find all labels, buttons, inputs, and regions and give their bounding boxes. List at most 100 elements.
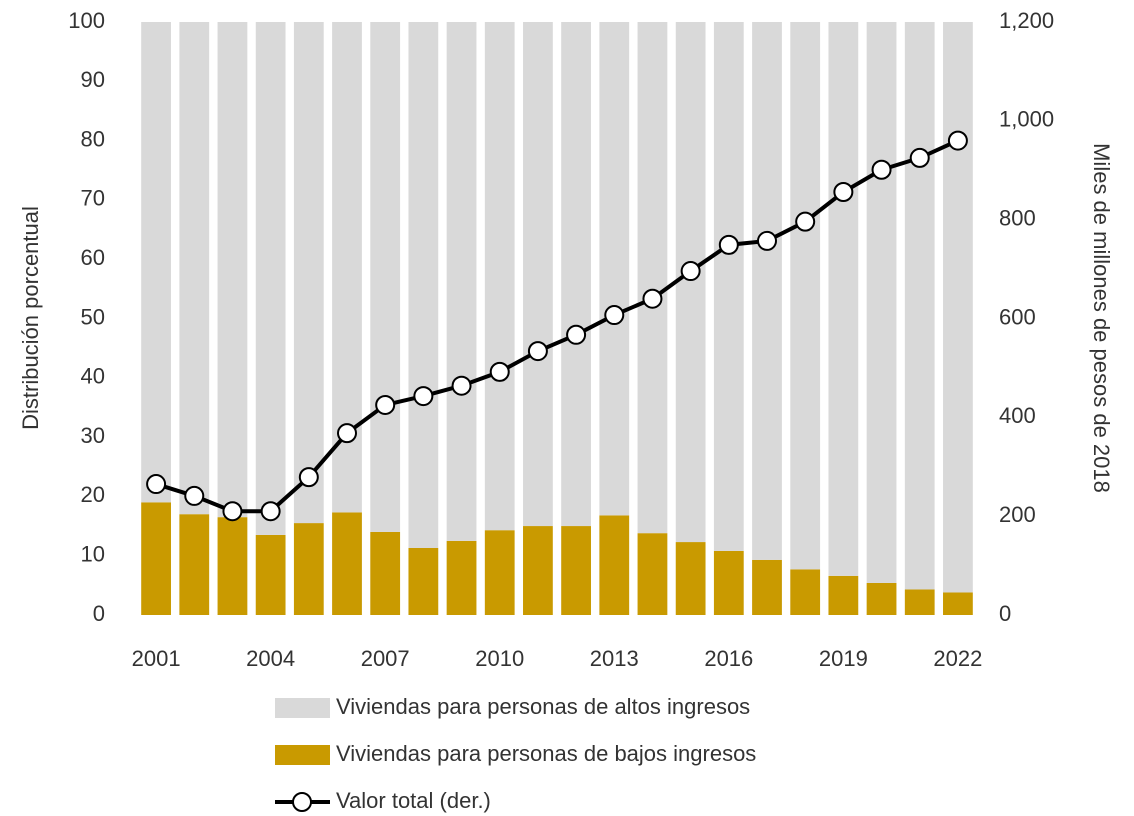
y-tick-label: 60 [81,245,105,270]
marker [527,341,548,362]
marker [451,375,472,396]
marker [871,159,892,180]
bar [790,569,821,615]
legend-swatch [275,745,330,765]
bar [255,534,286,615]
bar [179,514,210,615]
y-axis-label: Distribución porcentual [18,206,43,430]
y2-tick-label: 1,200 [999,8,1054,33]
marker [642,288,663,309]
x-tick-label: 2016 [704,646,753,671]
y-tick-label: 80 [81,126,105,151]
bar [713,22,744,551]
marker [604,305,625,326]
bar [370,22,401,532]
legend-swatch [275,698,330,718]
y2-tick-label: 0 [999,601,1011,626]
marker [260,501,281,522]
marker [909,147,930,168]
bar [904,22,935,590]
bar [332,512,362,615]
bar [446,22,477,541]
marker [795,211,816,232]
bar [293,523,324,615]
bar [866,582,897,615]
legend-label: Valor total (der.) [336,788,491,813]
bar [561,22,591,527]
marker [337,423,357,444]
marker [489,361,510,382]
bar [752,559,782,615]
bar [943,22,973,593]
bar [523,22,553,527]
legend-label: Viviendas para personas de altos ingreso… [336,694,750,719]
marker [184,485,205,506]
bar [752,22,782,560]
marker [298,467,319,488]
bar [675,22,706,543]
y-tick-label: 50 [81,304,105,329]
bar [599,515,630,615]
bar [179,22,210,515]
bar [408,547,439,615]
bar [523,526,553,615]
bar [713,550,744,615]
bar [217,517,248,615]
y2-tick-label: 1,000 [999,107,1054,132]
x-tick-label: 2010 [475,646,524,671]
marker [833,181,854,202]
y-tick-label: 10 [81,542,105,567]
x-tick-label: 2001 [132,646,181,671]
bar [484,530,515,615]
bar [141,502,171,615]
marker [375,394,396,415]
bar [446,540,477,615]
legend-label: Viviendas para personas de bajos ingreso… [336,741,756,766]
marker [947,130,968,151]
y-tick-label: 100 [68,8,105,33]
y-tick-label: 20 [81,482,105,507]
y-tick-label: 40 [81,364,105,389]
x-tick-label: 2004 [246,646,295,671]
marker [222,501,243,522]
y-tick-label: 0 [93,601,105,626]
bar [637,22,668,534]
bar [828,575,859,615]
y-tick-label: 90 [81,67,105,92]
legend-marker [292,792,312,812]
bar [866,22,897,583]
y-tick-label: 30 [81,423,105,448]
marker [566,324,587,345]
y2-axis-label: Miles de millones de pesos de 2018 [1089,143,1114,493]
y2-tick-label: 800 [999,205,1036,230]
marker [718,234,739,255]
bar [217,22,248,518]
marker [757,230,777,251]
bar [675,542,706,615]
bar [943,592,973,615]
x-tick-label: 2007 [361,646,410,671]
y2-tick-label: 600 [999,304,1036,329]
bar [828,22,859,576]
bar [637,533,668,615]
bar [408,22,439,548]
bar [255,22,286,535]
bar [484,22,515,531]
line [155,138,959,514]
bar [790,22,821,570]
marker [680,261,701,282]
bar [293,22,324,524]
y2-tick-label: 400 [999,403,1036,428]
y2-tick-label: 200 [999,502,1036,527]
bar [370,531,401,615]
x-tick-label: 2019 [819,646,868,671]
x-tick-label: 2013 [590,646,639,671]
bar [561,526,591,615]
marker [146,474,167,495]
marker [413,386,434,407]
y-tick-label: 70 [81,186,105,211]
bar [599,22,630,516]
x-tick-label: 2022 [933,646,982,671]
bar [141,22,171,503]
